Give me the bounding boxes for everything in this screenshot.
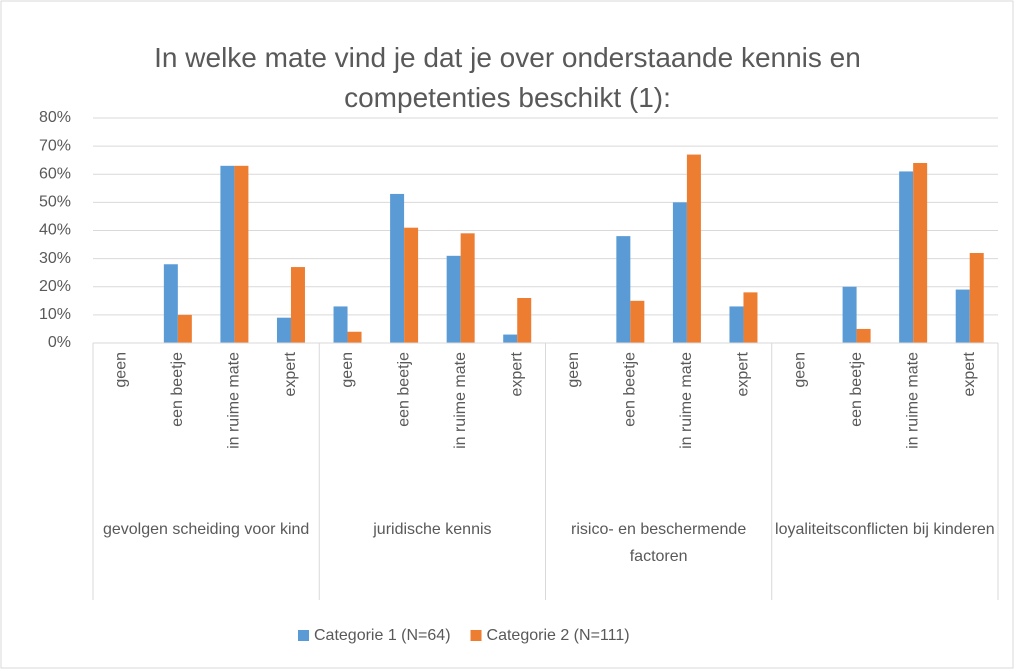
y-tick-label: 60% xyxy=(39,165,71,182)
bar xyxy=(913,163,928,343)
x-tick-label: expert xyxy=(508,351,525,396)
group-label: risico- en beschermende factoren xyxy=(571,521,747,565)
x-tick-label: in ruime mate xyxy=(904,352,921,449)
x-tick-label: expert xyxy=(961,351,978,396)
bar xyxy=(743,292,758,343)
group-label: loyaliteitsconflicten bij kinderen xyxy=(775,521,995,538)
bar xyxy=(333,306,348,343)
bar xyxy=(630,300,645,343)
bar xyxy=(177,314,192,343)
x-tick-label: geen xyxy=(565,352,582,388)
bar xyxy=(503,334,518,343)
bar xyxy=(234,165,249,343)
y-tick-label: 10% xyxy=(39,306,71,323)
y-tick-label: 40% xyxy=(39,222,71,239)
x-tick-label: in ruime mate xyxy=(226,352,243,449)
x-tick-label: een beetje xyxy=(848,352,865,427)
legend-swatch xyxy=(470,630,482,641)
x-tick-label: in ruime mate xyxy=(678,352,695,449)
bar xyxy=(290,267,305,343)
x-tick-label: een beetje xyxy=(622,352,639,427)
legend-swatch xyxy=(298,630,309,641)
bar xyxy=(276,317,291,343)
y-tick-label: 20% xyxy=(39,278,71,295)
y-tick-label: 30% xyxy=(39,250,71,267)
bar xyxy=(163,264,178,343)
bar xyxy=(446,255,461,343)
bar xyxy=(517,298,532,343)
x-tick-label: een beetje xyxy=(395,352,412,427)
x-tick-label: geen xyxy=(791,352,808,388)
x-tick-label: in ruime mate xyxy=(452,352,469,449)
bar xyxy=(404,227,419,343)
y-tick-label: 0% xyxy=(48,334,71,351)
x-tick-label: expert xyxy=(282,351,299,396)
x-tick-label: een beetje xyxy=(169,352,186,427)
bar xyxy=(969,253,984,343)
bar xyxy=(955,289,970,343)
y-tick-label: 50% xyxy=(39,194,71,211)
bar xyxy=(899,171,914,343)
bar xyxy=(347,331,362,343)
group-label: juridische kennis xyxy=(373,521,492,538)
bar xyxy=(856,328,871,343)
y-tick-label: 80% xyxy=(39,109,71,126)
bar xyxy=(729,306,744,343)
bar xyxy=(460,233,475,343)
bar xyxy=(616,236,631,343)
group-label: gevolgen scheiding voor kind xyxy=(102,521,310,538)
chart-title: In welke mate vind je dat je over onders… xyxy=(154,42,861,113)
bar xyxy=(390,193,405,343)
x-tick-label: geen xyxy=(113,352,130,388)
bar xyxy=(672,202,687,343)
bar xyxy=(220,165,235,343)
bar xyxy=(842,286,857,343)
legend-label: Categorie 2 (N=111) xyxy=(487,627,630,644)
bar xyxy=(686,154,701,343)
y-tick-label: 70% xyxy=(39,137,71,154)
x-tick-label: expert xyxy=(735,351,752,396)
legend-label: Categorie 1 (N=64) xyxy=(314,627,451,644)
x-tick-label: geen xyxy=(339,352,356,388)
